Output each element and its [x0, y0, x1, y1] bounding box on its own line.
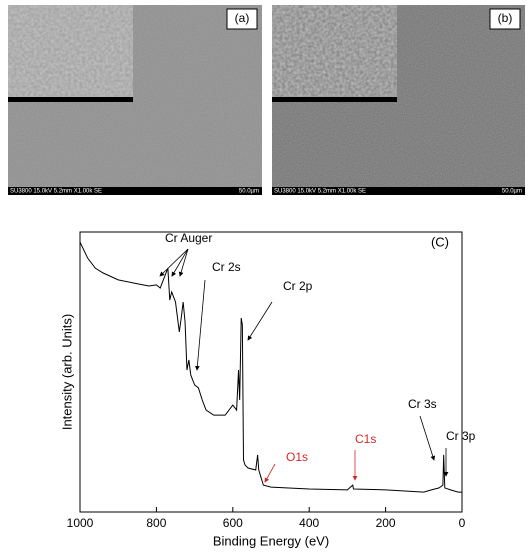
info-bar — [272, 187, 525, 195]
x-tick-label: 1000 — [67, 516, 94, 530]
annotation: Cr 2p — [283, 279, 313, 293]
panel-label: (b) — [498, 11, 513, 25]
sem-inset-texture — [8, 5, 133, 102]
annotation-arrow — [178, 248, 189, 277]
x-tick-label: 400 — [299, 516, 319, 530]
annotation: Cr 2s — [212, 260, 241, 274]
inset-bar — [8, 97, 133, 102]
annotation: C1s — [355, 432, 376, 446]
info-text: SU3800 15.0kV 5.2mm X1.00k SE — [10, 189, 102, 195]
inset-bar — [272, 97, 397, 102]
annotation: Cr 3p — [446, 429, 476, 443]
sem-inset-texture — [272, 5, 397, 102]
annotation-arrow — [159, 248, 189, 277]
scale-text: 50.0µm — [502, 189, 522, 195]
info-text: SU3800 15.0kV 5.2mm X1.00k SE — [274, 189, 366, 195]
scale-text: 50.0µm — [239, 189, 259, 195]
x-axis-label: Binding Energy (eV) — [213, 533, 329, 548]
annotation: Cr 3s — [408, 397, 437, 411]
panel-label: (a) — [235, 11, 250, 25]
annotation: Cr Auger — [165, 231, 212, 245]
y-axis-label: Intensity (arb. Units) — [59, 314, 74, 430]
annotation-arrow — [247, 301, 273, 341]
spectrum-line — [79, 241, 462, 493]
label-box — [489, 8, 521, 30]
x-tick-label: 600 — [223, 516, 243, 530]
annotation-arrow — [194, 279, 206, 371]
x-tick-label: 800 — [146, 516, 166, 530]
annotation-arrow — [171, 248, 189, 277]
label-box — [226, 8, 258, 30]
x-tick-label: 0 — [459, 516, 466, 530]
sem-panels: SU3800 15.0kV 5.2mm X1.00k SE 50.0µm (a) SU… — [8, 5, 525, 195]
info-bar — [8, 187, 262, 195]
x-tick-label: 200 — [376, 516, 396, 530]
annotation-arrow — [419, 415, 436, 461]
annotation: O1s — [286, 450, 308, 464]
panel-label: (C) — [431, 234, 449, 249]
xps-chart: 1000 800 600 400 200 0 Binding Energy (eV) Inte… — [59, 231, 475, 548]
annotation-arrow — [264, 463, 276, 483]
plot-frame — [79, 231, 463, 513]
